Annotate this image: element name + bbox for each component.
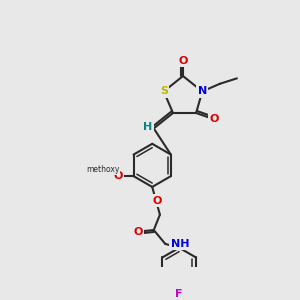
Text: H: H [143,122,152,132]
Text: NH: NH [171,239,189,249]
Text: methoxy: methoxy [86,166,119,175]
Text: N: N [198,86,207,96]
Text: O: O [134,226,143,237]
Text: S: S [160,86,168,96]
Text: O: O [209,114,218,124]
Text: O: O [113,171,123,181]
Text: F: F [176,289,183,299]
Text: O: O [178,56,188,66]
Text: O: O [153,196,162,206]
